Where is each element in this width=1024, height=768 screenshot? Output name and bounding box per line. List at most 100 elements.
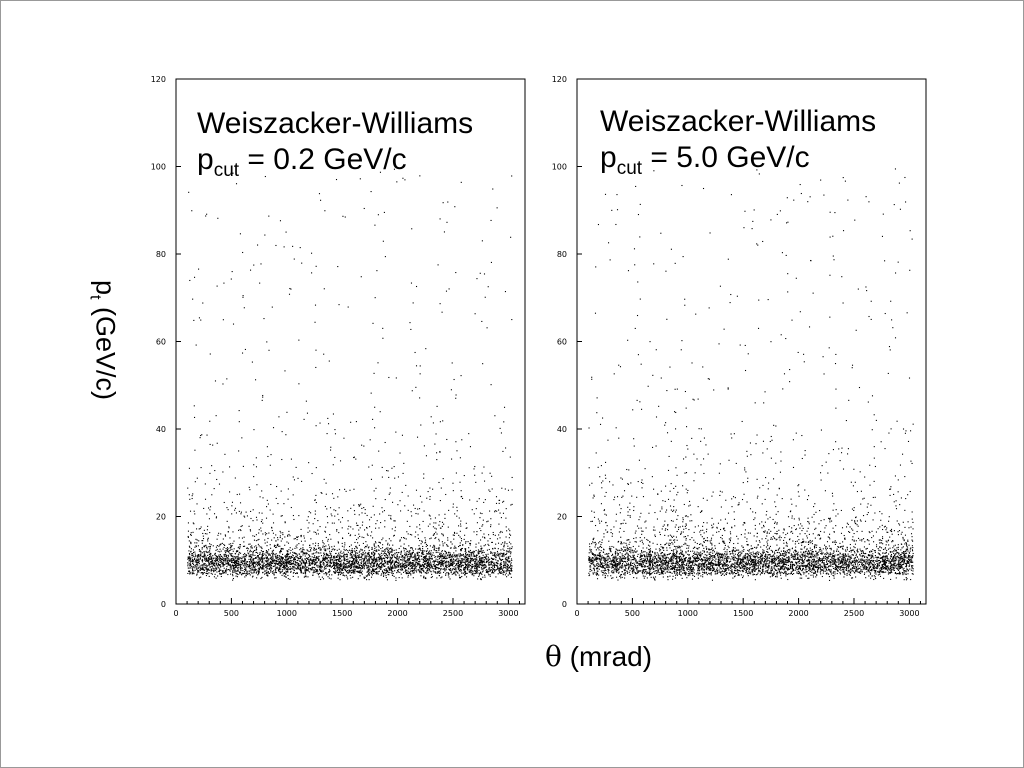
scatter-point (236, 573, 238, 575)
scatter-point (243, 560, 245, 562)
scatter-point (193, 557, 196, 559)
scatter-point (475, 565, 477, 567)
scatter-point (361, 536, 363, 538)
scatter-point (286, 561, 288, 563)
scatter-point (289, 547, 291, 549)
scatter-point (206, 551, 208, 553)
scatter-point (488, 567, 490, 570)
scatter-point (265, 561, 267, 563)
scatter-point (479, 512, 482, 514)
scatter-point (431, 557, 433, 559)
scatter-point (428, 568, 431, 571)
scatter-point (410, 328, 412, 330)
scatter-point (402, 565, 404, 568)
scatter-point (351, 551, 354, 553)
scatter-point (426, 544, 428, 547)
scatter-point (437, 571, 439, 573)
scatter-point (253, 549, 256, 552)
scatter-point (429, 498, 431, 500)
scatter-point (433, 562, 435, 564)
scatter-point (271, 306, 273, 308)
scatter-point (347, 561, 349, 563)
scatter-point (194, 542, 196, 544)
scatter-point (237, 557, 240, 559)
scatter-point (506, 543, 508, 545)
scatter-point (333, 571, 335, 573)
scatter-point (342, 555, 344, 557)
scatter-point (462, 558, 464, 560)
scatter-point (306, 569, 308, 572)
scatter-point (490, 551, 492, 553)
scatter-point (315, 549, 317, 551)
scatter-point (195, 528, 198, 530)
scatter-point (304, 540, 306, 542)
scatter-point (352, 572, 354, 574)
scatter-point (299, 549, 301, 551)
scatter-point (240, 567, 242, 569)
scatter-point (215, 560, 217, 562)
scatter-point (483, 560, 485, 562)
scatter-point (318, 566, 320, 568)
scatter-point (401, 562, 403, 564)
scatter-point (492, 554, 494, 556)
scatter-point (502, 574, 504, 576)
scatter-point (272, 513, 274, 515)
scatter-point (506, 530, 508, 532)
scatter-point (387, 549, 390, 551)
scatter-point (456, 562, 458, 565)
scatter-point (430, 554, 432, 556)
scatter-point (361, 564, 363, 567)
scatter-point (403, 565, 405, 567)
scatter-point (331, 557, 333, 559)
scatter-point (326, 508, 328, 510)
scatter-point (427, 564, 430, 566)
scatter-point (361, 524, 363, 526)
scatter-point (214, 560, 216, 562)
scatter-point (492, 572, 494, 574)
scatter-point (316, 569, 318, 572)
scatter-point (297, 477, 299, 479)
scatter-point (303, 535, 305, 537)
scatter-point (377, 571, 379, 573)
scatter-point (404, 562, 406, 565)
scatter-point (329, 552, 331, 554)
scatter-point (303, 572, 305, 574)
scatter-point (337, 560, 340, 562)
scatter-point (256, 519, 258, 521)
scatter-point (231, 513, 233, 515)
scatter-point (414, 559, 416, 561)
scatter-point (323, 288, 325, 290)
scatter-point (283, 575, 285, 577)
scatter-point (414, 557, 416, 560)
scatter-point (340, 550, 342, 552)
scatter-point (391, 557, 393, 559)
scatter-point (355, 458, 357, 460)
scatter-point (208, 568, 210, 570)
scatter-point (408, 572, 410, 574)
scatter-point (223, 543, 225, 546)
scatter-point (315, 563, 317, 565)
scatter-point (310, 559, 312, 561)
scatter-point (349, 557, 351, 559)
scatter-point (228, 526, 230, 528)
scatter-point (239, 502, 242, 504)
scatter-point (199, 437, 201, 439)
scatter-point (422, 520, 424, 522)
scatter-point (210, 569, 212, 571)
scatter-point (361, 559, 363, 561)
scatter-point (449, 556, 451, 558)
scatter-point (227, 550, 230, 552)
scatter-point (320, 549, 322, 551)
scatter-point (294, 561, 296, 563)
scatter-point (262, 564, 264, 566)
scatter-point (227, 564, 229, 566)
scatter-point (438, 540, 440, 542)
scatter-point (279, 568, 281, 570)
scatter-point (310, 512, 312, 514)
scatter-point (474, 571, 476, 573)
scatter-point (499, 532, 501, 534)
scatter-point (437, 555, 439, 557)
scatter-point (371, 558, 373, 560)
scatter-point (382, 553, 384, 555)
scatter-point (266, 533, 268, 535)
